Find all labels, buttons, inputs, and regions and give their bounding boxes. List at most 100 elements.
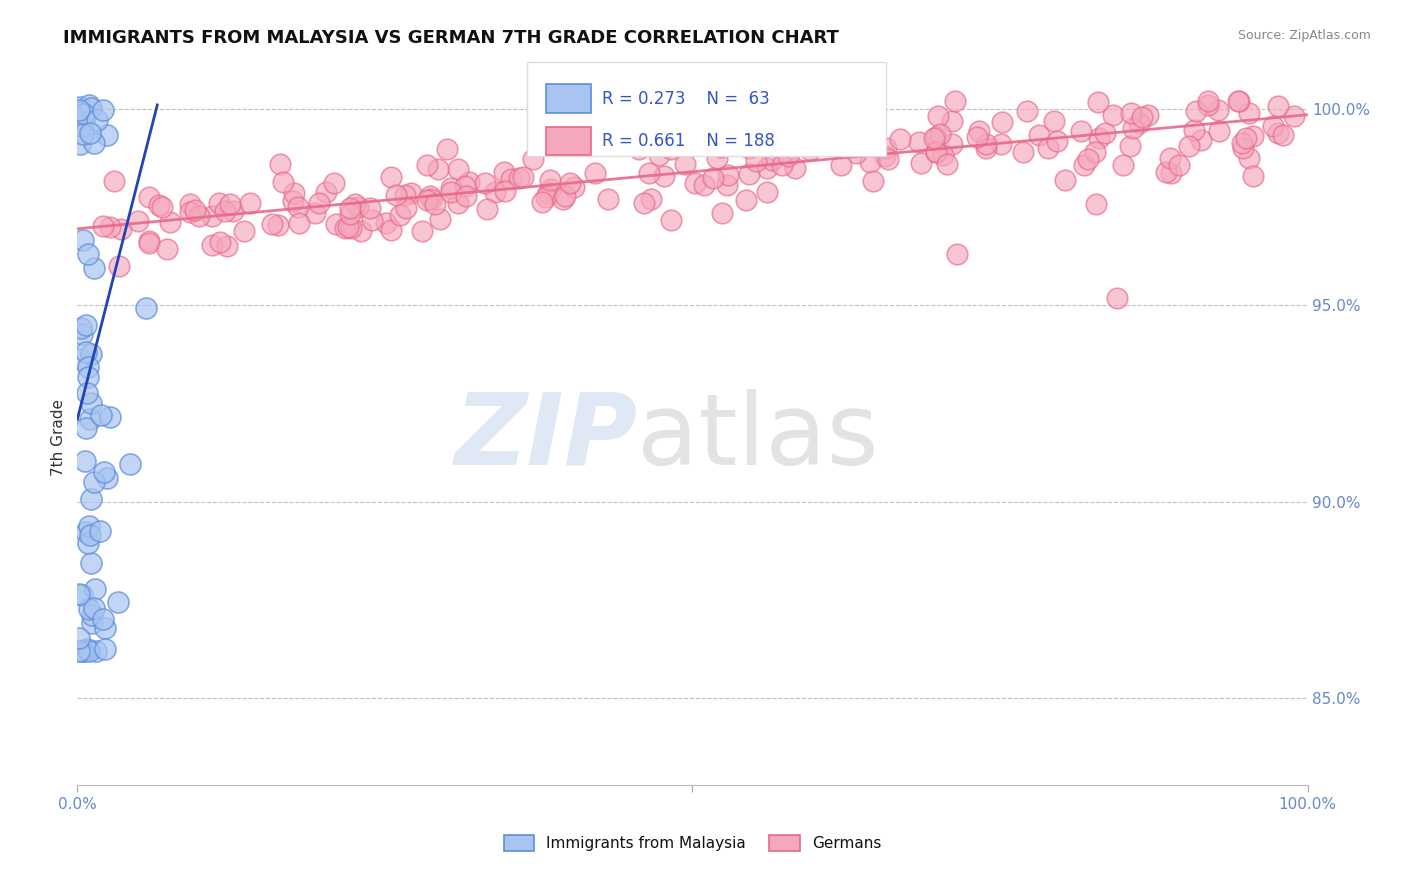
Point [67, 586, 90, 600]
Point [93, 465, 115, 479]
Point [79, 556, 101, 570]
Point [184, 202, 207, 217]
Point [1122, 121, 1144, 136]
Point [770, 158, 793, 172]
Point [426, 162, 449, 177]
Point [260, 217, 283, 231]
Point [1267, 99, 1289, 113]
Point [756, 185, 779, 199]
Point [83, 261, 105, 276]
Point [929, 127, 952, 141]
Point [932, 147, 955, 161]
Point [150, 201, 173, 215]
Point [659, 213, 682, 227]
Point [69, 119, 91, 133]
Point [862, 174, 884, 188]
Point [702, 171, 724, 186]
Point [96, 128, 118, 142]
Point [419, 189, 441, 203]
Point [79, 347, 101, 361]
Point [416, 158, 439, 172]
Point [75, 421, 97, 435]
Point [1043, 113, 1066, 128]
Point [266, 219, 288, 233]
Point [77, 247, 100, 261]
Point [1046, 134, 1069, 148]
Point [1105, 291, 1128, 305]
Point [941, 114, 963, 128]
Point [93, 642, 115, 657]
Point [288, 216, 311, 230]
Point [908, 135, 931, 149]
Point [201, 209, 224, 223]
Point [1182, 122, 1205, 136]
Point [1053, 173, 1076, 187]
Point [70, 327, 93, 342]
Point [1094, 126, 1116, 140]
Point [67, 644, 90, 658]
Point [922, 130, 945, 145]
Point [1267, 126, 1289, 140]
Point [943, 95, 966, 109]
Point [325, 217, 347, 231]
Point [72, 233, 94, 247]
Point [83, 600, 105, 615]
Point [89, 524, 111, 538]
Point [84, 582, 107, 597]
Point [501, 172, 523, 186]
Point [90, 409, 112, 423]
Point [1206, 103, 1229, 117]
Point [1088, 130, 1111, 145]
Point [77, 98, 100, 112]
Point [512, 170, 534, 185]
Point [560, 176, 582, 190]
Point [209, 235, 232, 250]
Point [1087, 95, 1109, 110]
Point [799, 143, 821, 157]
Point [924, 145, 946, 160]
Point [399, 186, 422, 201]
Point [73, 114, 96, 128]
Point [110, 222, 132, 236]
Point [877, 152, 900, 166]
Point [79, 412, 101, 426]
Point [454, 178, 477, 193]
Point [1241, 129, 1264, 144]
Point [716, 178, 738, 192]
Point [79, 126, 101, 140]
Text: R = 0.661    N = 188: R = 0.661 N = 188 [602, 132, 775, 150]
Point [343, 197, 366, 211]
Point [1012, 145, 1035, 160]
Point [717, 168, 740, 182]
Legend: Immigrants from Malaysia, Germans: Immigrants from Malaysia, Germans [498, 830, 887, 857]
Point [76, 641, 98, 656]
Point [380, 170, 402, 185]
Point [76, 344, 98, 359]
Point [138, 236, 160, 251]
Point [77, 602, 100, 616]
Point [738, 141, 761, 155]
Point [339, 221, 361, 235]
Point [429, 211, 451, 226]
Point [179, 205, 201, 219]
Text: Source: ZipAtlas.com: Source: ZipAtlas.com [1237, 29, 1371, 42]
Point [1241, 169, 1264, 183]
Point [1121, 105, 1143, 120]
Point [1119, 139, 1142, 153]
Point [1101, 108, 1123, 122]
Point [103, 174, 125, 188]
Point [77, 369, 100, 384]
Point [67, 103, 90, 118]
Point [283, 186, 305, 200]
Point [706, 151, 728, 165]
Point [416, 193, 439, 207]
Point [1160, 166, 1182, 180]
Point [281, 194, 304, 208]
Point [761, 153, 783, 167]
Point [84, 644, 107, 658]
Point [638, 166, 661, 180]
Point [439, 181, 461, 195]
Point [425, 196, 447, 211]
Point [1284, 109, 1306, 123]
Point [936, 156, 959, 170]
